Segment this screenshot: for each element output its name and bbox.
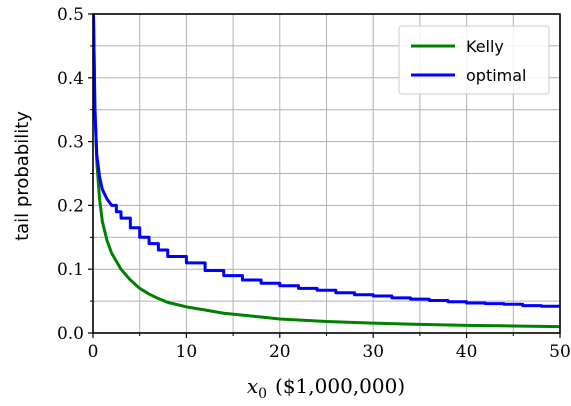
x-tick-label: 40 — [456, 342, 478, 362]
y-tick-label: 0.2 — [57, 196, 84, 216]
x-tick-label: 10 — [176, 342, 198, 362]
x-tick-label: 0 — [88, 342, 99, 362]
legend-box — [398, 25, 550, 95]
x-axis-label: x0 ($1,000,000) — [247, 374, 405, 402]
series-lines — [93, 14, 560, 329]
y-tick-label: 0.1 — [57, 260, 84, 280]
series-line-kelly — [93, 14, 560, 329]
x-axis-label-unit: ($1,000,000) — [275, 374, 405, 398]
y-tick-label: 0.5 — [57, 5, 84, 25]
legend: Kelly optimal — [398, 25, 550, 95]
x-tick-label: 20 — [269, 342, 291, 362]
legend-label-kelly: Kelly — [466, 37, 504, 56]
y-axis-label: tail probability — [12, 111, 33, 241]
series-line-optimal — [93, 14, 560, 308]
axis-ticks: 0 10 20 30 40 50 0.0 0.1 0.2 0.3 0.4 0.5 — [57, 5, 571, 362]
x-tick-label: 30 — [362, 342, 384, 362]
x-tick-label: 50 — [549, 342, 571, 362]
legend-label-optimal: optimal — [466, 66, 527, 85]
y-tick-label: 0.0 — [57, 324, 84, 344]
y-tick-label: 0.4 — [57, 69, 84, 89]
x-axis-label-symbol: x — [247, 374, 258, 398]
y-tick-label: 0.3 — [57, 133, 84, 153]
x-axis-label-subscript: 0 — [258, 386, 267, 402]
